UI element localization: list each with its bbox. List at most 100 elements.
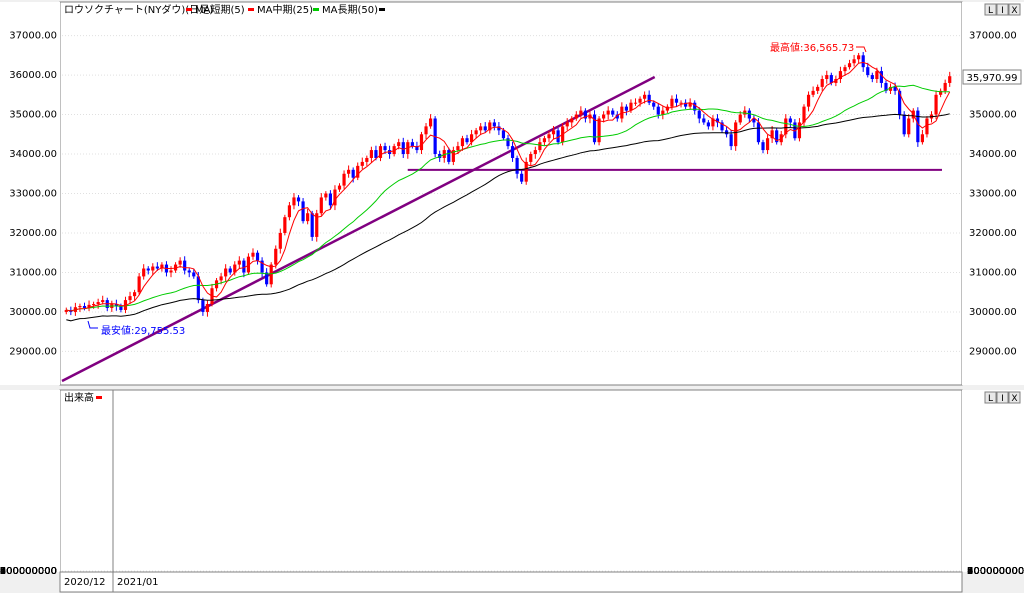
price-panel[interactable] [59, 1, 963, 386]
candle-body [529, 154, 533, 162]
volume-panel-button-l[interactable] [984, 391, 997, 404]
candle-body [606, 110, 610, 115]
ma-short-line [66, 61, 951, 312]
candle-body [315, 213, 319, 237]
candle-body [684, 102, 688, 107]
price-panel-button-l-label: L [988, 6, 993, 16]
price-axis-right [962, 2, 1024, 385]
volume-panel-button-i[interactable] [996, 391, 1009, 404]
candle-body [574, 114, 578, 119]
candle-body [324, 193, 328, 198]
candle-body [852, 59, 856, 64]
volume-tick-right: 200000000 [967, 566, 1024, 577]
legend-ma-long-swatch [313, 8, 319, 11]
candle-body [875, 71, 879, 80]
volume-axis-left [0, 390, 60, 572]
candle-body [770, 130, 774, 139]
candle-body [925, 118, 929, 135]
candle-body [438, 154, 442, 158]
last-price-badge [962, 69, 1022, 85]
candle-body [515, 157, 519, 174]
candle-body [542, 138, 547, 143]
candle-body [178, 260, 182, 265]
volume-tick-right: 800000000 [967, 566, 1024, 577]
price-tick-left: 31000.00 [9, 267, 57, 278]
candle-body [533, 150, 537, 155]
candle-body [948, 76, 952, 83]
volume-tick-right: 500000000 [967, 566, 1024, 577]
price-panel-button-x[interactable] [1008, 3, 1021, 16]
candle-body [183, 260, 187, 271]
candle-body [465, 138, 469, 143]
candle-body [196, 276, 200, 301]
price-panel-button-i[interactable] [996, 3, 1009, 16]
candle-body [907, 118, 911, 135]
candle-body [78, 306, 82, 308]
candle-body [693, 102, 697, 111]
candle-body [451, 150, 455, 162]
price-tick-right: 29000.00 [969, 346, 1017, 357]
candle-body [547, 134, 551, 139]
ma-mid-line [66, 84, 950, 312]
price-panel-button-i-label: I [1001, 6, 1004, 16]
candle-body [360, 161, 364, 166]
price-tick-left: 33000.00 [9, 189, 57, 200]
candle-body [843, 67, 847, 72]
price-tick-left: 37000.00 [9, 31, 57, 42]
candle-body [287, 205, 292, 218]
candle-body [556, 130, 560, 143]
legend-end-swatch [379, 8, 385, 11]
candle-body [410, 142, 414, 147]
candle-body [611, 110, 615, 115]
last-price-value: 35,970.99 [967, 73, 1018, 84]
candle-body [347, 169, 351, 174]
candle-body [114, 304, 118, 307]
volume-tick-left: 200000000 [0, 566, 57, 577]
candle-body [811, 90, 815, 95]
candle-body [205, 304, 210, 312]
candle-body [702, 118, 706, 123]
price-tick-right: 33000.00 [969, 189, 1017, 200]
candle-body [474, 130, 478, 135]
volume-panel-button-x[interactable] [1008, 391, 1021, 404]
candle-body [765, 138, 770, 151]
candle-body [893, 86, 897, 91]
legend-ma-long: MA長期(50) [322, 4, 378, 16]
volume-legend-swatch [96, 396, 102, 399]
candle-body [829, 75, 833, 83]
candle-body [752, 118, 756, 123]
candle-body [943, 82, 947, 91]
candle-body [524, 161, 528, 182]
candle-body [743, 110, 747, 115]
candle-body [374, 150, 378, 158]
candle-body [447, 150, 451, 162]
low-annotation-leader [87, 320, 98, 329]
volume-tick-right: 600000000 [967, 566, 1024, 577]
candle-body [679, 102, 683, 104]
volume-panel[interactable] [59, 389, 963, 573]
candle-body [310, 213, 314, 237]
candle-body [301, 201, 305, 222]
candle-body [119, 306, 123, 310]
price-panel-button-l[interactable] [984, 3, 997, 16]
candle-body [246, 256, 251, 273]
price-panel-buttons: L I X [984, 3, 1021, 16]
candle-body [898, 90, 902, 115]
candle-body [638, 98, 642, 103]
candle-body [87, 304, 91, 308]
candle-body [884, 82, 888, 91]
candle-body [283, 217, 287, 233]
candle-body [784, 118, 788, 135]
candle-body [565, 122, 569, 127]
price-tick-left: 34000.00 [9, 149, 57, 160]
candle-body [155, 266, 159, 269]
candle-body [428, 118, 433, 127]
candle-body [274, 248, 278, 265]
candle-body [738, 114, 742, 123]
candle-body [916, 110, 920, 143]
candle-body [142, 268, 146, 277]
volume-tick-left: 700000000 [0, 566, 57, 577]
trendline [61, 75, 656, 383]
candle-body [920, 134, 924, 143]
candle-body [401, 142, 405, 155]
